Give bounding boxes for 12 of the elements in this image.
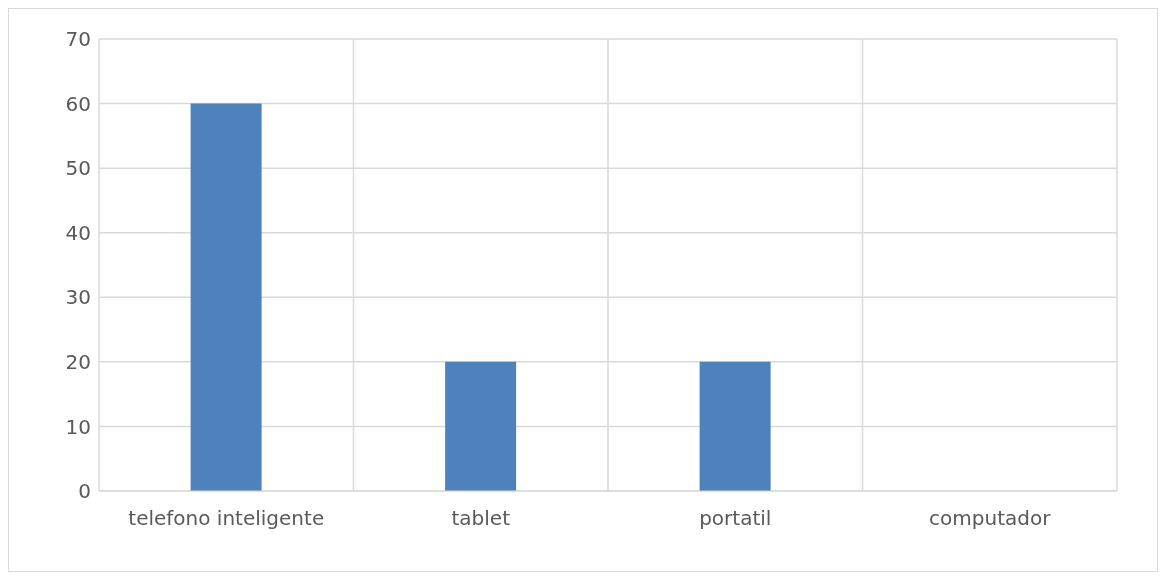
y-tick-label: 20 xyxy=(65,349,91,374)
y-tick-label: 50 xyxy=(65,156,91,181)
y-tick-label: 10 xyxy=(65,414,91,439)
x-tick-label: telefono inteligente xyxy=(128,506,325,531)
y-tick-label: 70 xyxy=(65,27,91,52)
x-tick-label: portatil xyxy=(699,506,772,531)
y-tick-label: 40 xyxy=(65,220,91,245)
x-tick-label: tablet xyxy=(451,506,511,531)
y-tick-label: 30 xyxy=(65,285,91,310)
x-tick-label: computador xyxy=(929,506,1052,531)
y-tick-label: 60 xyxy=(65,91,91,116)
y-tick-label: 0 xyxy=(78,479,91,504)
